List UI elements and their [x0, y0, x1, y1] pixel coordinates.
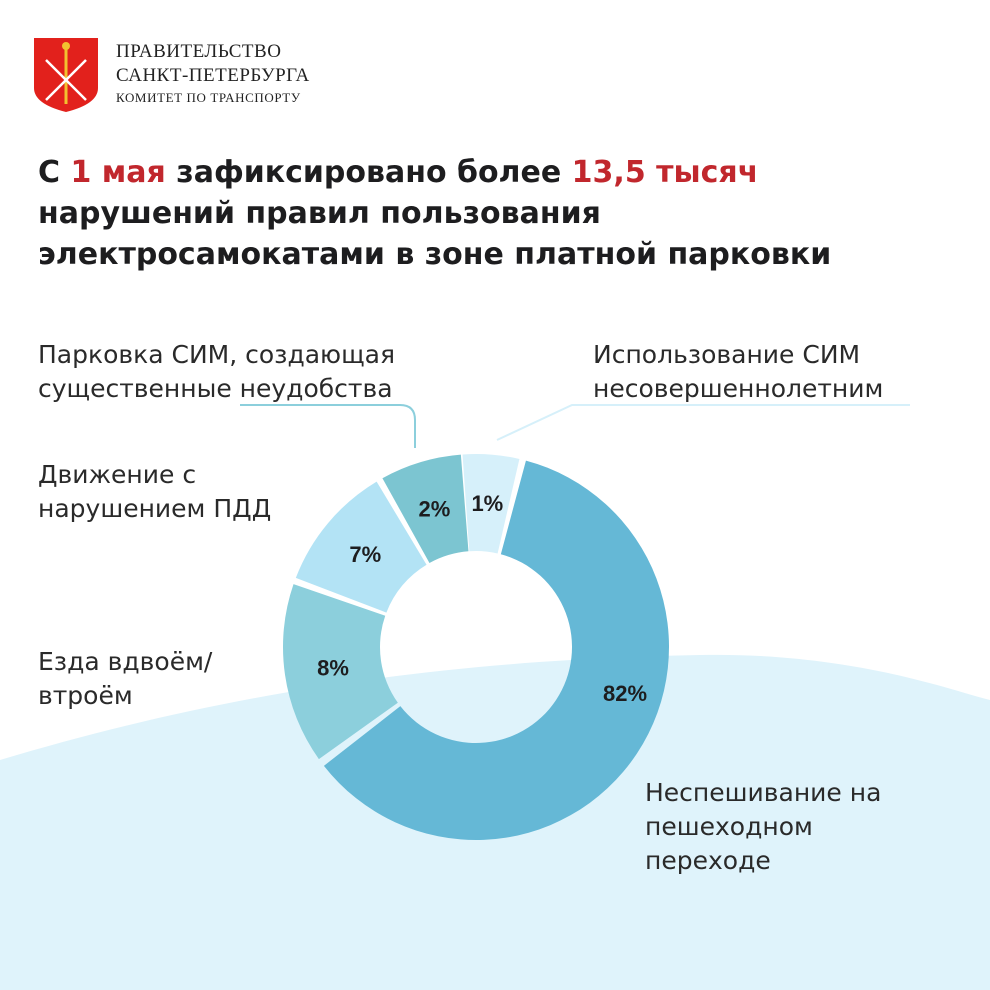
donut-slice-parking	[382, 454, 469, 564]
donut-slice-crosswalk	[323, 460, 669, 841]
leader-line-minors	[496, 404, 910, 441]
legend-label-parking: Парковка СИМ, создающая существенные неу…	[38, 340, 395, 403]
page-title: С 1 мая зафиксировано более 13,5 тысяч н…	[38, 152, 938, 275]
title-text: нарушений правил пользования электросамо…	[38, 196, 832, 272]
leader-line-parking	[240, 404, 416, 448]
data-label-traffic-rules: 7%	[349, 542, 381, 567]
watermark-text: 41%	[905, 653, 954, 678]
org-line-3: КОМИТЕТ ПО ТРАНСПОРТУ	[116, 90, 301, 105]
title-highlight-date: 1 мая	[70, 155, 166, 190]
legend-label-traffic-rules: Движение с нарушением ПДД	[38, 460, 272, 523]
donut-slice-traffic-rules	[295, 481, 427, 613]
data-label-minors: 1%	[471, 491, 503, 516]
data-label-double-riding: 8%	[317, 656, 349, 681]
organization-name: ПРАВИТЕЛЬСТВО САНКТ-ПЕТЕРБУРГА КОМИТЕТ П…	[116, 40, 310, 108]
title-text: С	[38, 155, 71, 190]
title-highlight-count: 13,5 тысяч	[571, 155, 759, 190]
org-line-2: САНКТ-ПЕТЕРБУРГА	[116, 65, 310, 86]
legend-label-crosswalk: Неспешивание на пешеходном переходе	[645, 778, 882, 875]
data-label-parking: 2%	[418, 497, 450, 522]
legend-label-double-riding: Езда вдвоём/ втроём	[38, 647, 213, 710]
donut-slice-minors	[462, 454, 520, 554]
donut-slice-double-riding	[283, 584, 398, 760]
title-text: зафиксировано более	[165, 155, 572, 190]
legend-label-minors: Использование СИМ несовершеннолетним	[593, 340, 884, 403]
spb-coat-of-arms-icon	[34, 38, 98, 112]
data-label-crosswalk: 82%	[603, 681, 647, 706]
org-line-1: ПРАВИТЕЛЬСТВО	[116, 41, 282, 62]
